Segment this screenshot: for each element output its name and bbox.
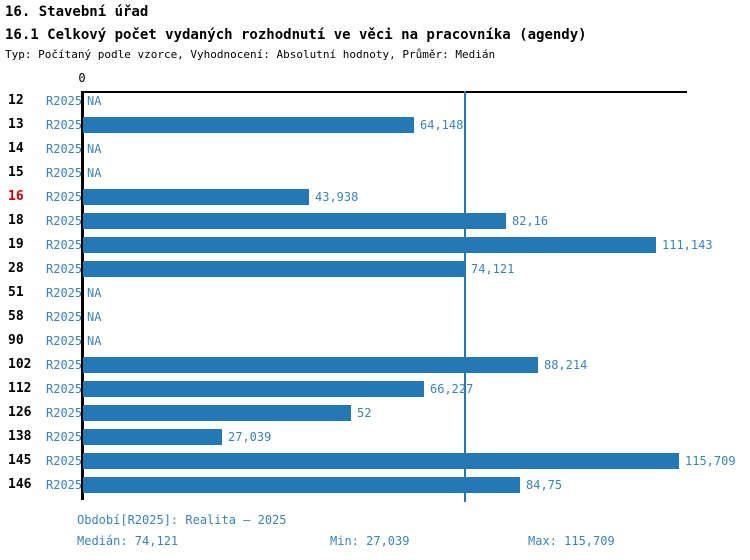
category-label: 145 (8, 453, 32, 468)
period-label: R2025 (46, 382, 83, 396)
period-label: R2025 (46, 454, 83, 468)
category-label: 19 (8, 237, 24, 252)
footer-max: Max: 115,709 (528, 534, 615, 548)
value-label: NA (87, 286, 102, 300)
category-label: 146 (8, 477, 32, 492)
period-label: R2025 (46, 190, 83, 204)
chart-title: 16.1 Celkový počet vydaných rozhodnutí v… (5, 27, 587, 43)
bar (83, 453, 679, 469)
category-label: 12 (8, 93, 24, 108)
page-title: 16. Stavební úřad (5, 4, 149, 20)
footer-median: Medián: 74,121 (77, 534, 179, 548)
period-label: R2025 (46, 262, 83, 276)
value-label: NA (87, 334, 102, 348)
period-label: R2025 (46, 286, 83, 300)
value-label: 115,709 (685, 454, 736, 468)
period-label: R2025 (46, 406, 83, 420)
category-label: 28 (8, 261, 24, 276)
period-label: R2025 (46, 358, 83, 372)
value-label: 74,121 (471, 262, 515, 276)
bar (83, 357, 538, 373)
period-label: R2025 (46, 94, 83, 108)
median-reference-line (464, 91, 466, 502)
value-label: NA (87, 310, 102, 324)
chart-meta: Typ: Počítaný podle vzorce, Vyhodnocení:… (5, 48, 496, 61)
category-label: 51 (8, 285, 24, 300)
category-label: 18 (8, 213, 24, 228)
plot-top-border (81, 91, 687, 93)
period-label: R2025 (46, 310, 83, 324)
bar (83, 477, 520, 493)
bar (83, 237, 656, 253)
period-label: R2025 (46, 238, 83, 252)
category-label: 58 (8, 309, 24, 324)
period-label: R2025 (46, 478, 83, 492)
bar (83, 261, 465, 277)
bar (83, 405, 351, 421)
bar (83, 189, 309, 205)
value-label: NA (87, 142, 102, 156)
value-label: 84,75 (526, 478, 563, 492)
value-label: 82,16 (512, 214, 549, 228)
bar (83, 429, 222, 445)
category-label: 126 (8, 405, 32, 420)
value-label: 66,227 (430, 382, 474, 396)
value-label: 52 (357, 406, 372, 420)
category-label: 138 (8, 429, 32, 444)
footer-period: Období[R2025]: Realita – 2025 (77, 513, 287, 527)
y-axis-line (81, 91, 84, 500)
period-label: R2025 (46, 166, 83, 180)
period-label: R2025 (46, 334, 83, 348)
category-label: 90 (8, 333, 24, 348)
category-label: 16 (8, 189, 24, 204)
bar (83, 213, 506, 229)
bar (83, 117, 414, 133)
category-label: 13 (8, 117, 24, 132)
value-label: 64,148 (420, 118, 464, 132)
value-label: NA (87, 94, 102, 108)
category-label: 14 (8, 141, 24, 156)
value-label: 27,039 (228, 430, 272, 444)
period-label: R2025 (46, 142, 83, 156)
x-axis-zero-tick: 0 (78, 71, 86, 85)
value-label: 111,143 (662, 238, 713, 252)
value-label: 88,214 (544, 358, 588, 372)
category-label: 15 (8, 165, 24, 180)
period-label: R2025 (46, 430, 83, 444)
category-label: 102 (8, 357, 32, 372)
category-label: 112 (8, 381, 32, 396)
value-label: NA (87, 166, 102, 180)
value-label: 43,938 (315, 190, 359, 204)
bar (83, 381, 424, 397)
footer-min: Min: 27,039 (330, 534, 410, 548)
period-label: R2025 (46, 214, 83, 228)
period-label: R2025 (46, 118, 83, 132)
